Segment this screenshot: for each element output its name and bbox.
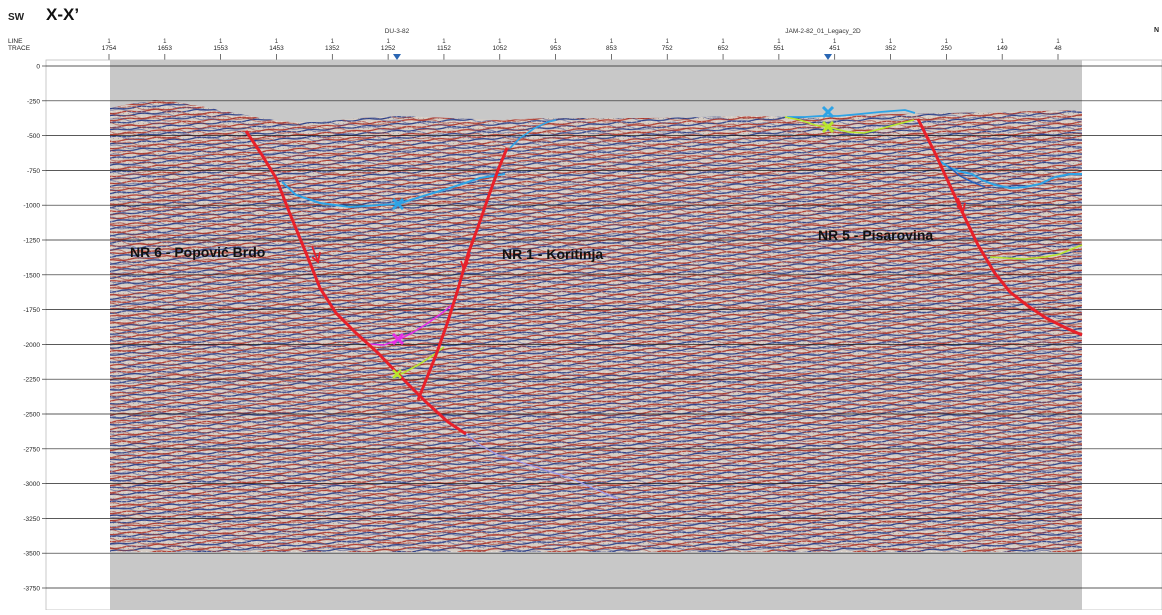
horizon-blue-right-lower bbox=[947, 165, 986, 188]
section-title: X-X’ bbox=[46, 5, 79, 24]
fault-nr1-koritinja bbox=[416, 147, 509, 401]
fault-arrow-nr6 bbox=[311, 245, 321, 264]
line-number-label: 1 bbox=[833, 39, 837, 45]
trace-label: 652 bbox=[718, 45, 729, 52]
trace-label: 1754 bbox=[102, 45, 117, 52]
line-number-label: 1 bbox=[889, 39, 893, 45]
fault-label-nr1: NR 1 - Koritinja bbox=[502, 246, 603, 262]
trace-axis-label: TRACE bbox=[8, 45, 31, 52]
line-number-label: 1 bbox=[610, 39, 614, 45]
line-number-label: 1 bbox=[666, 39, 670, 45]
fault-label-nr6: NR 6 - Popović Brdo bbox=[130, 244, 265, 260]
trace-label: 451 bbox=[829, 45, 840, 52]
trace-label: 48 bbox=[1054, 45, 1062, 52]
line-number-label: 1 bbox=[219, 39, 223, 45]
line-number-label: 1 bbox=[163, 39, 167, 45]
line-number-label: 1 bbox=[331, 39, 335, 45]
depth-label: -1500 bbox=[23, 272, 40, 279]
trace-label: 1352 bbox=[325, 45, 340, 52]
intersection-marker-du-3-82 bbox=[393, 54, 401, 60]
line-number-label: 1 bbox=[386, 39, 390, 45]
line-name-du-3-82: DU-3-82 bbox=[385, 28, 410, 35]
line-number-label: 1 bbox=[777, 39, 781, 45]
trace-label: 149 bbox=[997, 45, 1008, 52]
trace-label: 1553 bbox=[213, 45, 228, 52]
line-number-label: 1 bbox=[721, 39, 725, 45]
ne-label: N bbox=[1154, 27, 1159, 34]
depth-label: -1750 bbox=[23, 307, 40, 314]
line-number-label: 1 bbox=[945, 39, 949, 45]
depth-label: -250 bbox=[27, 98, 40, 105]
depth-label: -3250 bbox=[23, 516, 40, 523]
depth-label: -2500 bbox=[23, 412, 40, 419]
trace-label: 1252 bbox=[381, 45, 396, 52]
trace-label: 953 bbox=[550, 45, 561, 52]
horizon-lavender bbox=[464, 432, 619, 500]
fault-arrow-nr5 bbox=[956, 197, 966, 214]
line-number-label: 1 bbox=[1001, 39, 1005, 45]
x-marker-yellow-green-basin bbox=[392, 369, 402, 379]
depth-label: -2750 bbox=[23, 446, 40, 453]
horizon-blue-basin-edge bbox=[509, 119, 557, 149]
depth-label: -3750 bbox=[23, 586, 40, 593]
x-marker-yellow-green-right bbox=[821, 120, 835, 134]
trace-label: 250 bbox=[941, 45, 952, 52]
fault-nr6-popovic-brdo bbox=[244, 130, 467, 436]
depth-label: -3000 bbox=[23, 481, 40, 488]
fault-nr5-pisarovina bbox=[916, 118, 1083, 337]
seismic-data-noise bbox=[110, 100, 1082, 552]
fault-label-nr5: NR 5 - Pisarovina bbox=[818, 227, 933, 243]
line-number-label: 1 bbox=[442, 39, 446, 45]
horizon-magenta bbox=[367, 304, 453, 346]
x-marker-magenta bbox=[391, 332, 405, 346]
x-marker-blue-right bbox=[821, 105, 835, 119]
trace-label: 1152 bbox=[437, 45, 451, 52]
trace-label: 1453 bbox=[269, 45, 284, 52]
depth-label: -3500 bbox=[23, 551, 40, 558]
line-number-label: 1 bbox=[107, 39, 111, 45]
trace-label: 853 bbox=[606, 45, 617, 52]
line-number-label: 1 bbox=[1056, 39, 1060, 45]
intersection-marker-jam-2-82 bbox=[824, 54, 832, 60]
line-number-label: 1 bbox=[275, 39, 279, 45]
x-marker-blue-basin bbox=[391, 197, 405, 211]
depth-label: -750 bbox=[27, 168, 40, 175]
depth-label: -1000 bbox=[23, 203, 40, 210]
depth-label: 0 bbox=[36, 64, 40, 71]
line-axis-label: LINE bbox=[8, 38, 23, 45]
horizon-yellow-green-right bbox=[989, 244, 1083, 260]
trace-axis: 1175411653115531145311352112521115211052… bbox=[102, 39, 1062, 60]
depth-label: -500 bbox=[27, 133, 40, 140]
horizon-blue-top-right bbox=[787, 109, 916, 118]
horizon-blue-right bbox=[937, 159, 1082, 190]
sw-label: SW bbox=[8, 12, 25, 23]
depth-label: -2000 bbox=[23, 342, 40, 349]
horizon-blue-basin bbox=[281, 173, 506, 209]
line-number-label: 1 bbox=[554, 39, 558, 45]
depth-label: -2250 bbox=[23, 377, 40, 384]
trace-label: 1052 bbox=[493, 45, 508, 52]
fault-arrow-nr1 bbox=[460, 253, 471, 273]
trace-label: 352 bbox=[885, 45, 896, 52]
trace-label: 551 bbox=[773, 45, 784, 52]
depth-label: -1250 bbox=[23, 238, 40, 245]
horizon-yellow-green-top-right bbox=[784, 116, 915, 134]
line-name-jam-2-82: JAM-2-82_01_Legacy_2D bbox=[785, 28, 861, 35]
trace-label: 1653 bbox=[158, 45, 173, 52]
line-number-label: 1 bbox=[498, 39, 502, 45]
trace-label: 752 bbox=[662, 45, 673, 52]
